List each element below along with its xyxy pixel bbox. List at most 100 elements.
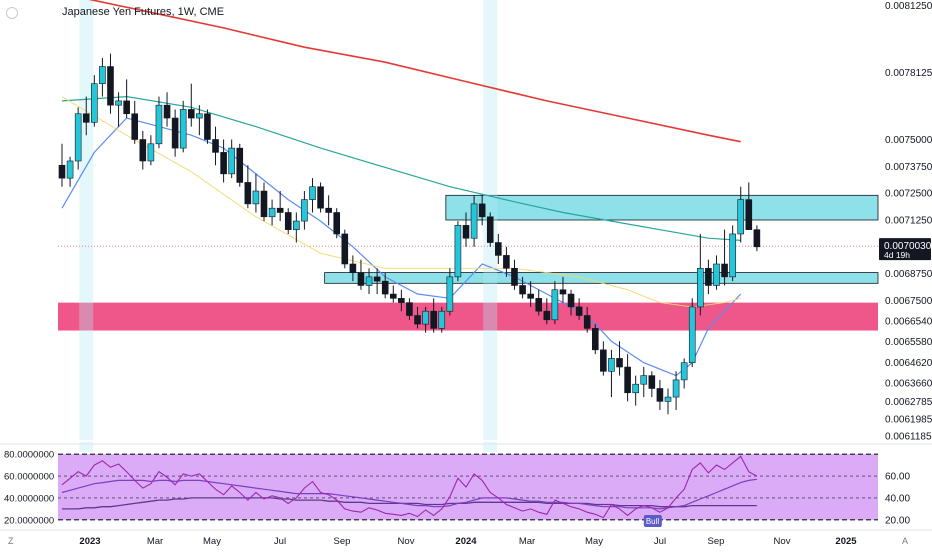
candle-body [470, 203, 478, 239]
candle-body [268, 207, 276, 218]
candle-2 [74, 107, 82, 170]
candle-body [519, 285, 526, 295]
symbol-logo-icon[interactable] [6, 7, 18, 19]
price-tick-label: 0.0065580 [885, 337, 932, 348]
chart-title[interactable]: Japanese Yen Futures, 1W, CME [62, 6, 225, 18]
candle-23 [244, 165, 252, 209]
candle-76 [672, 371, 680, 410]
candle-62 [559, 276, 567, 303]
time-tick-label: Sep [334, 536, 351, 547]
candle-61 [551, 281, 559, 325]
candle-body [600, 349, 607, 372]
candle-body [632, 383, 639, 394]
candle-6 [107, 53, 114, 114]
auto-scale-toggle[interactable]: A [902, 536, 909, 546]
candle-body [446, 276, 454, 312]
candle-body [721, 263, 728, 278]
rsi-right-tick: 60.00 [885, 472, 910, 483]
candle-body [171, 117, 179, 149]
price-tick-label: 0.0073750 [885, 162, 932, 173]
candle-55 [503, 246, 510, 277]
candle-28 [284, 208, 292, 234]
candle-body [535, 298, 543, 312]
candle-body [82, 113, 90, 123]
candle-78 [688, 298, 696, 368]
candle-34 [333, 208, 341, 239]
candle-body [414, 315, 421, 325]
candle-body [697, 267, 704, 308]
candle-body [438, 310, 446, 329]
candle-body [107, 66, 114, 106]
candle-body [422, 310, 429, 325]
candle-body [511, 267, 518, 286]
zoom-toggle[interactable]: Z [8, 536, 14, 546]
candle-body [147, 143, 155, 162]
time-tick-label: Sep [708, 536, 725, 547]
candle-46 [430, 298, 437, 333]
candle-56 [511, 259, 518, 290]
candle-body [624, 366, 631, 394]
candle-body [301, 199, 308, 222]
candle-body [196, 113, 203, 119]
candle-body [252, 190, 260, 205]
candle-37 [357, 259, 365, 290]
candle-body [325, 207, 332, 213]
candle-39 [373, 268, 381, 295]
candle-53 [486, 212, 494, 247]
zone-support [324, 272, 879, 284]
candle-body [66, 160, 74, 179]
candle-26 [268, 199, 276, 226]
candle-1 [66, 156, 74, 187]
candle-body [139, 139, 147, 162]
rsi-band [58, 454, 878, 520]
candle-body [430, 310, 437, 329]
candle-19 [212, 126, 219, 166]
moving-average-yellow [61, 96, 741, 308]
candle-9 [131, 100, 139, 144]
rsi-line [61, 455, 758, 519]
rsi-left-tick: 20.0000000 [4, 515, 54, 526]
time-tick-label: 2025 [835, 536, 857, 547]
candle-body [527, 293, 534, 299]
price-tick-label: 0.0063660 [885, 378, 932, 389]
candle-25 [260, 182, 268, 222]
candle-body [608, 358, 615, 372]
candle-16 [187, 83, 195, 127]
price-tick-label: 0.0061185 [885, 432, 932, 443]
time-tick-label: Mar [519, 536, 535, 547]
price-zones [58, 194, 879, 331]
candle-body [91, 83, 98, 123]
time-tick-label: 2023 [79, 536, 100, 547]
candle-body [616, 358, 623, 368]
candle-body [349, 263, 357, 273]
candle-75 [664, 388, 672, 415]
rsi-left-tick: 60.0000000 [4, 472, 54, 483]
time-tick-label: Jul [274, 536, 286, 547]
candle-body [478, 203, 486, 218]
candle-12 [155, 96, 163, 149]
candle-body [187, 109, 195, 119]
candle-body [559, 289, 567, 295]
highlight-column-tail-1 [483, 442, 498, 452]
candle-body [486, 216, 494, 243]
candle-54 [495, 233, 502, 264]
candle-77 [680, 358, 688, 389]
candle-10 [139, 130, 147, 170]
candle-21 [228, 139, 235, 179]
candle-79 [697, 233, 704, 316]
candle-body [293, 220, 300, 230]
candle-body [204, 113, 211, 140]
candle-70 [624, 354, 631, 402]
rsi-slow-line [62, 497, 757, 510]
time-tick-label: Mar [147, 536, 163, 547]
candle-0 [58, 143, 66, 187]
candle-body [551, 289, 559, 321]
time-tick-label: May [203, 536, 221, 547]
candle-51 [470, 195, 478, 247]
candle-22 [236, 143, 244, 187]
time-axis: 2023 Mar May Jul Sep Nov 2024 Mar May Jul Sep Nov 20… [0, 529, 932, 547]
candle-body [583, 315, 591, 329]
candle-4 [91, 75, 98, 127]
price-tick-label: 0.0071250 [885, 216, 932, 227]
